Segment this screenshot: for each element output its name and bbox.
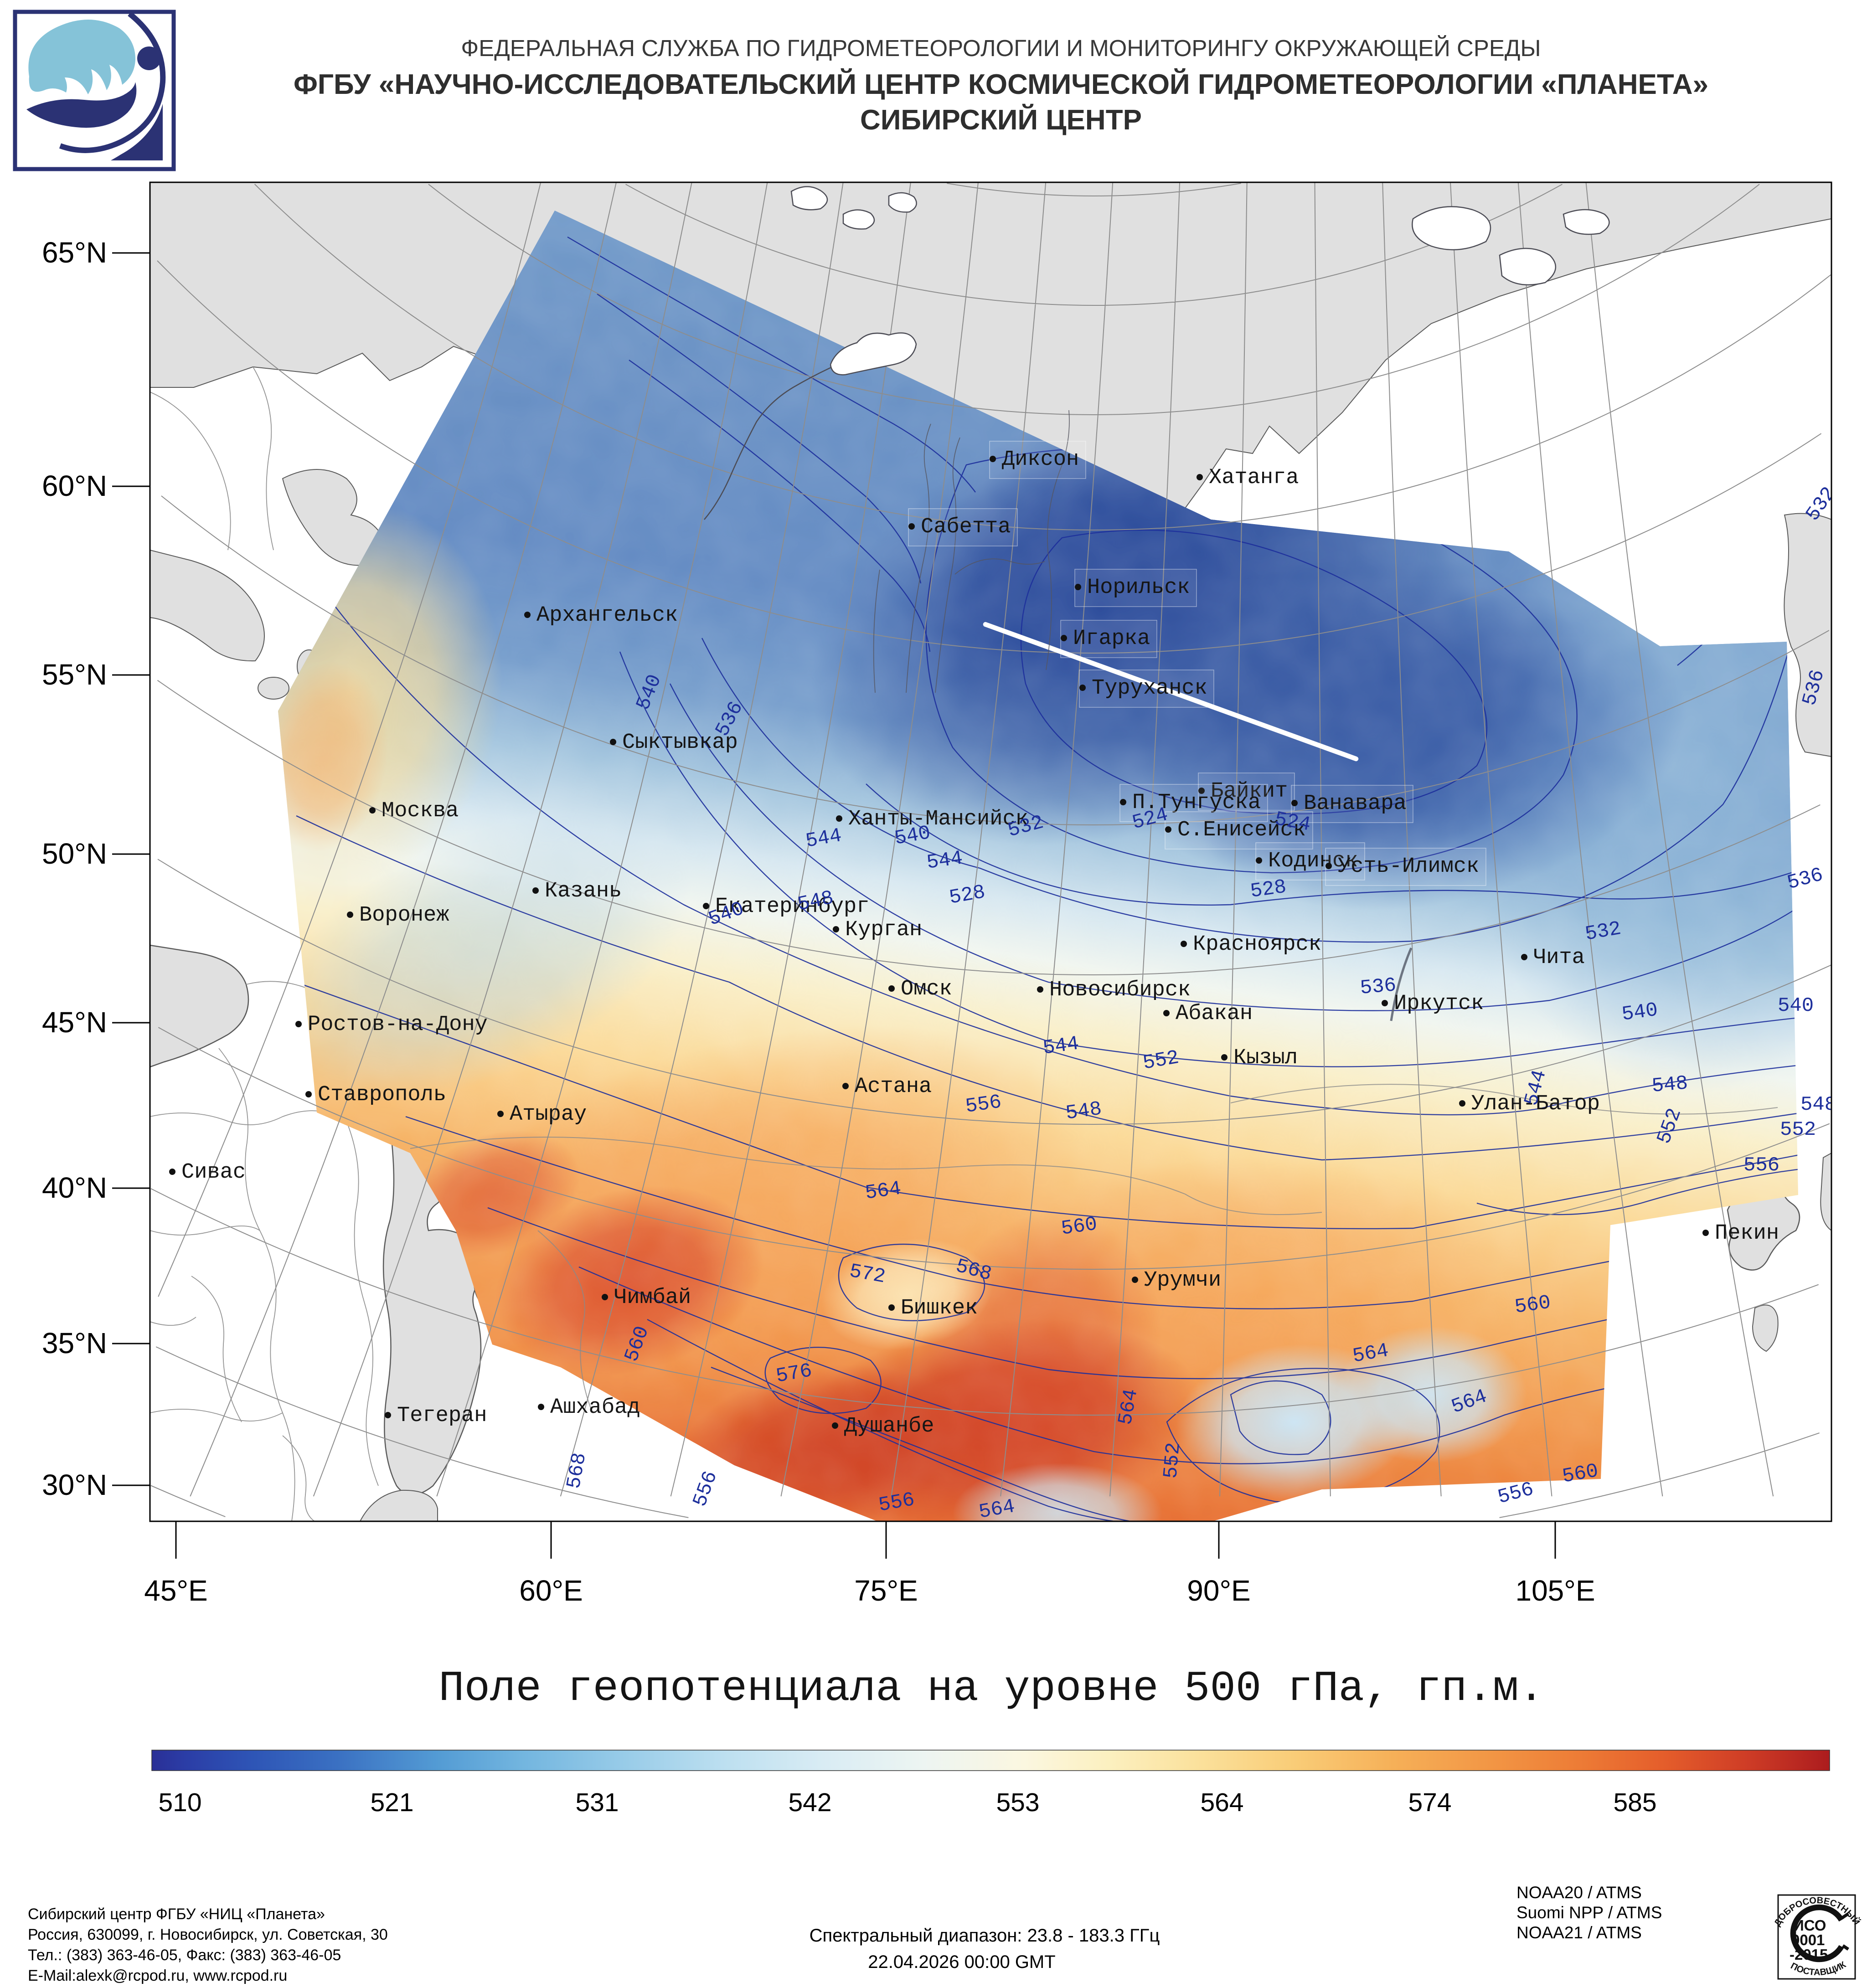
svg-text:Чита: Чита: [1533, 946, 1585, 970]
svg-text:560: 560: [1513, 1291, 1552, 1319]
svg-text:531: 531: [575, 1788, 619, 1817]
svg-text:30°N: 30°N: [42, 1468, 107, 1501]
svg-text:Туруханск: Туруханск: [1092, 676, 1207, 700]
svg-text:Тел.: (383) 363-46-05, Факс: (: Тел.: (383) 363-46-05, Факс: (383) 363-4…: [28, 1947, 341, 1964]
svg-text:NOAA20 / ATMS: NOAA20 / ATMS: [1516, 1883, 1642, 1902]
svg-text:Ставрополь: Ставрополь: [318, 1083, 446, 1107]
svg-text:540: 540: [1620, 999, 1659, 1026]
svg-text:Диксон: Диксон: [1002, 448, 1079, 472]
svg-text:548: 548: [1800, 1093, 1836, 1116]
svg-text:75°E: 75°E: [854, 1574, 918, 1607]
svg-text:Курган: Курган: [845, 918, 922, 942]
svg-text:105°E: 105°E: [1515, 1574, 1595, 1607]
svg-text:540: 540: [1778, 994, 1814, 1017]
svg-text:Тегеран: Тегеран: [397, 1404, 487, 1428]
svg-text:50°N: 50°N: [42, 837, 107, 870]
svg-text:Suomi NPP / ATMS: Suomi NPP / ATMS: [1516, 1903, 1662, 1922]
svg-text:552: 552: [1160, 1442, 1186, 1479]
svg-text:553: 553: [996, 1788, 1039, 1817]
svg-text:Ханты-Мансийск: Ханты-Мансийск: [848, 807, 1028, 831]
svg-text:Иркутск: Иркутск: [1394, 992, 1484, 1016]
svg-text:Красноярск: Красноярск: [1193, 932, 1321, 957]
svg-text:60°N: 60°N: [42, 469, 107, 502]
svg-text:Душанбе: Душанбе: [844, 1414, 934, 1438]
svg-text:Байкит: Байкит: [1211, 779, 1288, 803]
svg-text:548: 548: [1651, 1072, 1689, 1098]
svg-text:55°N: 55°N: [42, 658, 107, 691]
svg-text:552: 552: [1780, 1118, 1816, 1141]
svg-text:Астана: Астана: [855, 1075, 932, 1099]
svg-text:ИСО: ИСО: [1793, 1917, 1826, 1934]
svg-text:544: 544: [1042, 1032, 1080, 1060]
svg-text:Бишкек: Бишкек: [901, 1296, 978, 1320]
svg-text:Усть-Илимск: Усть-Илимск: [1338, 855, 1479, 879]
svg-text:510: 510: [158, 1788, 201, 1817]
svg-text:60°E: 60°E: [519, 1574, 583, 1607]
svg-text:Сабетта: Сабетта: [921, 515, 1011, 539]
svg-text:Москва: Москва: [382, 799, 459, 823]
svg-text:Екатеринбург: Екатеринбург: [715, 895, 869, 919]
svg-text:Поле геопотенциала на уровне 5: Поле геопотенциала на уровне 500 гПа, гп…: [438, 1665, 1544, 1713]
svg-text:585: 585: [1613, 1788, 1656, 1817]
svg-text:Атырау: Атырау: [510, 1102, 587, 1127]
svg-text:564: 564: [864, 1177, 903, 1205]
svg-text:Сыктывкар: Сыктывкар: [622, 731, 738, 755]
svg-text:Кызыл: Кызыл: [1233, 1046, 1298, 1070]
svg-text:Казань: Казань: [545, 879, 622, 903]
svg-text:35°N: 35°N: [42, 1327, 107, 1360]
svg-text:Хатанга: Хатанга: [1209, 466, 1299, 490]
svg-text:Ванавара: Ванавара: [1304, 792, 1407, 816]
svg-text:560: 560: [1060, 1213, 1099, 1241]
svg-text:Омск: Омск: [901, 977, 952, 1001]
svg-text:Архангельск: Архангельск: [536, 603, 678, 628]
svg-text:Ростов-на-Дону: Ростов-на-Дону: [308, 1013, 488, 1037]
svg-text:536: 536: [1359, 974, 1397, 1000]
svg-text:E-Mail:alexk@rcpod.ru, www.rcp: E-Mail:alexk@rcpod.ru, www.rcpod.ru: [28, 1967, 287, 1984]
svg-text:556: 556: [964, 1091, 1003, 1118]
svg-text:П.Тунгуска: П.Тунгуска: [1132, 791, 1261, 815]
svg-text:528: 528: [1249, 876, 1288, 903]
svg-text:Новосибирск: Новосибирск: [1049, 978, 1191, 1002]
svg-text:Игарка: Игарка: [1073, 627, 1150, 651]
svg-text:90°E: 90°E: [1187, 1574, 1250, 1607]
svg-text:548: 548: [1064, 1097, 1103, 1125]
svg-text:Пекин: Пекин: [1715, 1221, 1779, 1246]
svg-text:556: 556: [1743, 1154, 1779, 1177]
svg-text:9001: 9001: [1791, 1931, 1825, 1948]
svg-text:Сивас: Сивас: [181, 1160, 246, 1185]
svg-text:40°N: 40°N: [42, 1171, 107, 1204]
svg-text:Норильск: Норильск: [1087, 576, 1190, 600]
svg-text:Улан-Батор: Улан-Батор: [1471, 1092, 1600, 1116]
svg-text:574: 574: [1408, 1788, 1451, 1817]
svg-text:65°N: 65°N: [42, 236, 107, 269]
svg-text:Кодинск: Кодинск: [1268, 849, 1358, 873]
svg-text:Сибирский центр ФГБУ «НИЦ «Пла: Сибирский центр ФГБУ «НИЦ «Планета»: [28, 1906, 325, 1923]
svg-text:544: 544: [925, 847, 964, 875]
svg-text:521: 521: [370, 1788, 413, 1817]
svg-text:С.Енисейск: С.Енисейск: [1177, 818, 1306, 842]
svg-text:45°N: 45°N: [42, 1006, 107, 1039]
svg-text:564: 564: [1200, 1788, 1243, 1817]
svg-text:45°E: 45°E: [144, 1574, 207, 1607]
svg-text:Ашхабад: Ашхабад: [550, 1396, 640, 1420]
svg-text:Воронеж: Воронеж: [359, 903, 449, 927]
svg-text:22.04.2026 00:00 GMT: 22.04.2026 00:00 GMT: [868, 1952, 1055, 1972]
svg-text:-2015: -2015: [1790, 1946, 1828, 1963]
svg-text:Спектральный диапазон: 23.8 -: Спектральный диапазон: 23.8 - 183.3 ГГц: [810, 1926, 1160, 1946]
svg-text:Россия, 630099, г. Новосибирск: Россия, 630099, г. Новосибирск, ул. Сове…: [28, 1926, 388, 1943]
svg-text:Урумчи: Урумчи: [1144, 1268, 1221, 1293]
svg-text:NOAA21 / ATMS: NOAA21 / ATMS: [1516, 1923, 1642, 1942]
svg-text:542: 542: [788, 1788, 831, 1817]
svg-text:Чимбай: Чимбай: [614, 1286, 691, 1310]
svg-text:Абакан: Абакан: [1176, 1002, 1253, 1026]
